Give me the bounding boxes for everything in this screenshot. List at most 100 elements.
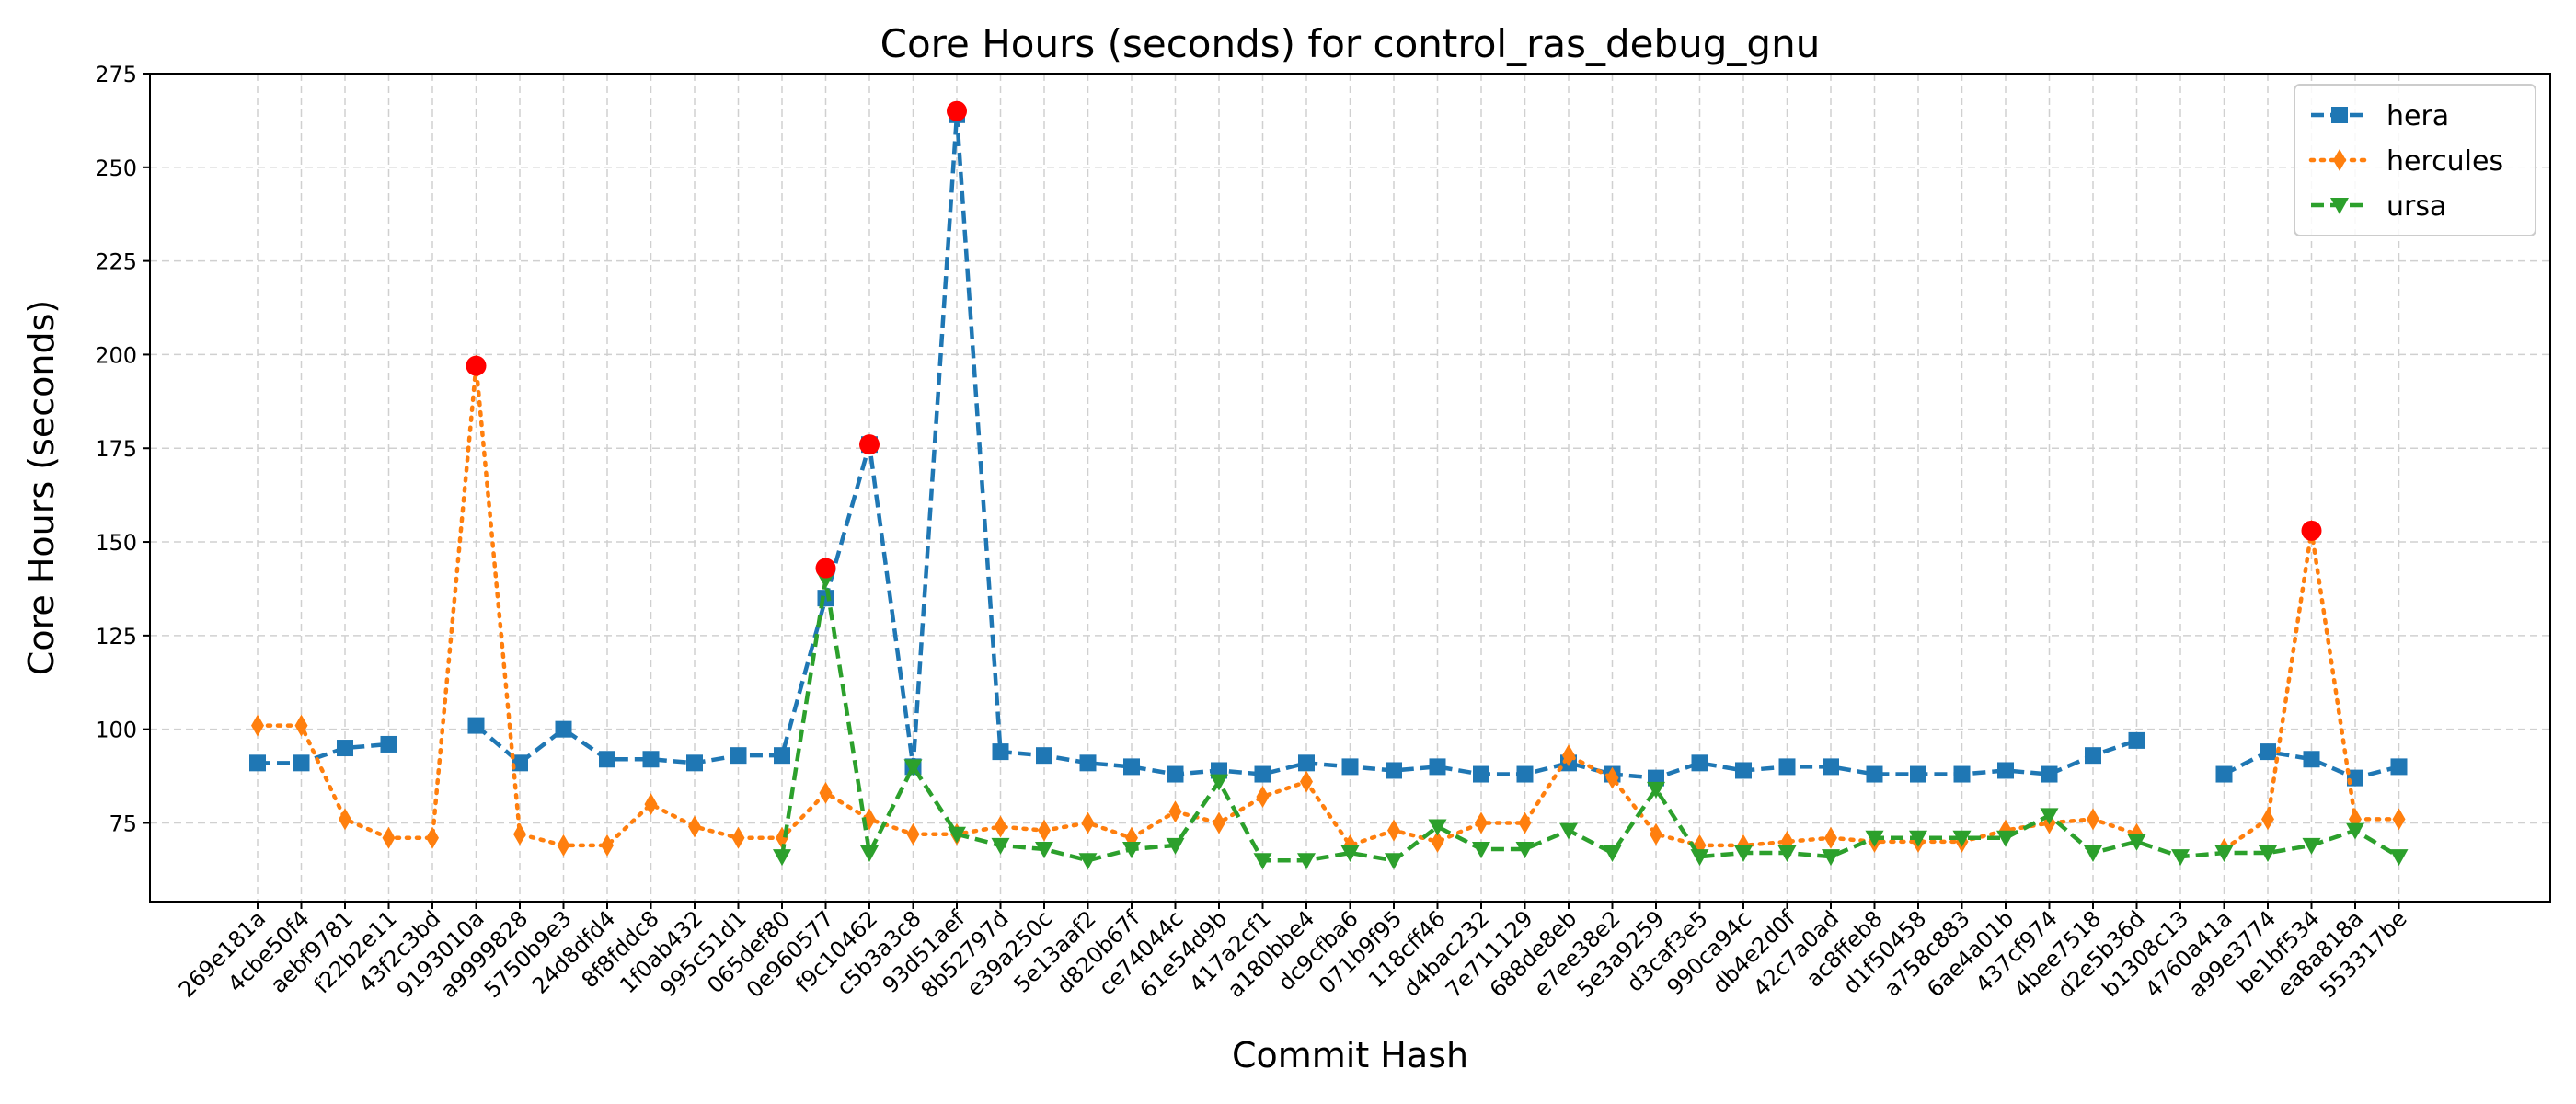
outlier-marker: [859, 434, 880, 455]
legend-box: [2294, 84, 2536, 236]
data-point-hera: [1254, 765, 1271, 783]
data-point-hera: [1386, 762, 1402, 779]
data-point-hera: [293, 754, 310, 772]
data-point-hercules: [294, 714, 308, 737]
data-point-hera: [1473, 765, 1489, 783]
y-tick-label: 125: [95, 624, 137, 650]
outlier-marker: [815, 558, 836, 579]
data-point-hera: [2085, 747, 2101, 765]
data-point-hera: [1997, 762, 2014, 779]
legend-label-hera: hera: [2386, 100, 2449, 132]
data-point-ursa: [2214, 845, 2234, 863]
data-point-hera: [467, 717, 485, 734]
data-point-ursa: [2389, 849, 2409, 867]
data-point-ursa: [1909, 830, 1927, 847]
data-point-ursa: [773, 849, 791, 867]
data-point-hercules: [1081, 811, 1095, 834]
legend-marker-hercules: [2333, 149, 2346, 171]
grid-layer: [150, 73, 2550, 902]
y-tick-label: 75: [109, 811, 137, 836]
data-point-ursa: [948, 826, 966, 844]
series-line-hera: [258, 742, 389, 765]
y-axis-title: Core Hours (seconds): [21, 300, 62, 675]
data-point-ursa: [860, 845, 879, 863]
legend: hera hercules ursa: [2294, 84, 2536, 236]
data-point-ursa: [1122, 841, 1141, 858]
legend-marker-ursa: [2330, 198, 2349, 214]
data-point-ursa: [1428, 819, 1447, 836]
data-point-hera: [2041, 765, 2058, 783]
data-point-hera: [337, 740, 353, 757]
data-point-hercules: [1256, 785, 1270, 808]
data-point-hercules: [513, 822, 526, 845]
data-point-hercules: [426, 826, 439, 849]
data-point-ursa: [1297, 853, 1316, 870]
data-point-hercules: [2392, 808, 2406, 831]
data-point-hercules: [1518, 811, 1532, 834]
axis-layer: 269e181a4cbe50f4aebf9781f22b2e1143f2c3bd…: [95, 62, 2412, 1004]
data-point-hera: [1341, 758, 1359, 776]
data-point-ursa: [1210, 774, 1228, 791]
data-point-hera: [686, 754, 703, 772]
series-hera: [249, 106, 2408, 787]
data-point-ursa: [2346, 822, 2364, 840]
x-axis-title: Commit Hash: [1232, 1035, 1468, 1075]
series-ursa: [773, 571, 2409, 870]
data-point-ursa: [1559, 822, 1578, 840]
data-point-hercules: [1300, 770, 1313, 793]
y-tick-label: 100: [95, 718, 137, 743]
data-point-ursa: [1253, 853, 1272, 870]
data-point-hera: [2128, 731, 2145, 749]
data-point-hera: [1735, 762, 1752, 779]
data-point-hera: [1691, 754, 1708, 772]
data-point-ursa: [2259, 845, 2277, 863]
data-point-ursa: [1690, 849, 1709, 867]
data-point-hera: [555, 720, 572, 738]
y-tick-label: 250: [95, 155, 137, 181]
series-line-hercules: [255, 363, 2139, 848]
y-tick-label: 150: [95, 530, 137, 556]
data-point-hercules: [339, 808, 351, 831]
data-point-hercules: [1475, 811, 1488, 834]
data-point-ursa: [1603, 845, 1622, 863]
data-point-ursa: [1385, 853, 1403, 870]
data-point-ursa: [2302, 837, 2321, 855]
data-point-hera: [1167, 765, 1184, 783]
data-point-ursa: [991, 837, 1010, 855]
data-point-hercules: [1562, 744, 1575, 767]
data-point-ursa: [1865, 830, 1884, 847]
data-point-ursa: [2171, 849, 2190, 867]
data-point-hera: [249, 754, 266, 772]
data-point-hera: [1953, 765, 1971, 783]
data-point-ursa: [1472, 841, 1490, 858]
data-point-hera: [1079, 754, 1097, 772]
data-point-hera: [2390, 758, 2408, 776]
data-point-ursa: [2084, 845, 2102, 863]
legend-marker-hera: [2331, 107, 2348, 123]
data-point-hercules: [2087, 808, 2099, 831]
series-line-ursa: [779, 577, 2400, 863]
data-point-hera: [599, 751, 615, 768]
data-point-hera: [642, 751, 660, 768]
data-point-hera: [1123, 758, 1140, 776]
data-point-hercules: [688, 815, 701, 838]
data-point-hercules: [557, 834, 570, 857]
series-layer: [249, 106, 2409, 870]
data-point-hera: [1823, 758, 1839, 776]
series-line-hera: [2223, 749, 2400, 780]
data-point-hera: [1429, 758, 1446, 776]
y-tick-label: 200: [95, 342, 137, 368]
data-point-hercules: [1824, 826, 1837, 849]
data-point-hercules: [601, 834, 614, 857]
data-point-hercules: [1038, 819, 1051, 842]
y-tick-label: 275: [95, 62, 137, 87]
outlier-marker: [947, 100, 967, 121]
data-point-hera: [1516, 765, 1534, 783]
data-point-hercules: [1605, 766, 1619, 789]
data-point-ursa: [1515, 841, 1535, 858]
data-point-ursa: [1078, 853, 1098, 870]
data-point-hera: [992, 743, 1009, 761]
outlier-marker: [466, 355, 487, 376]
